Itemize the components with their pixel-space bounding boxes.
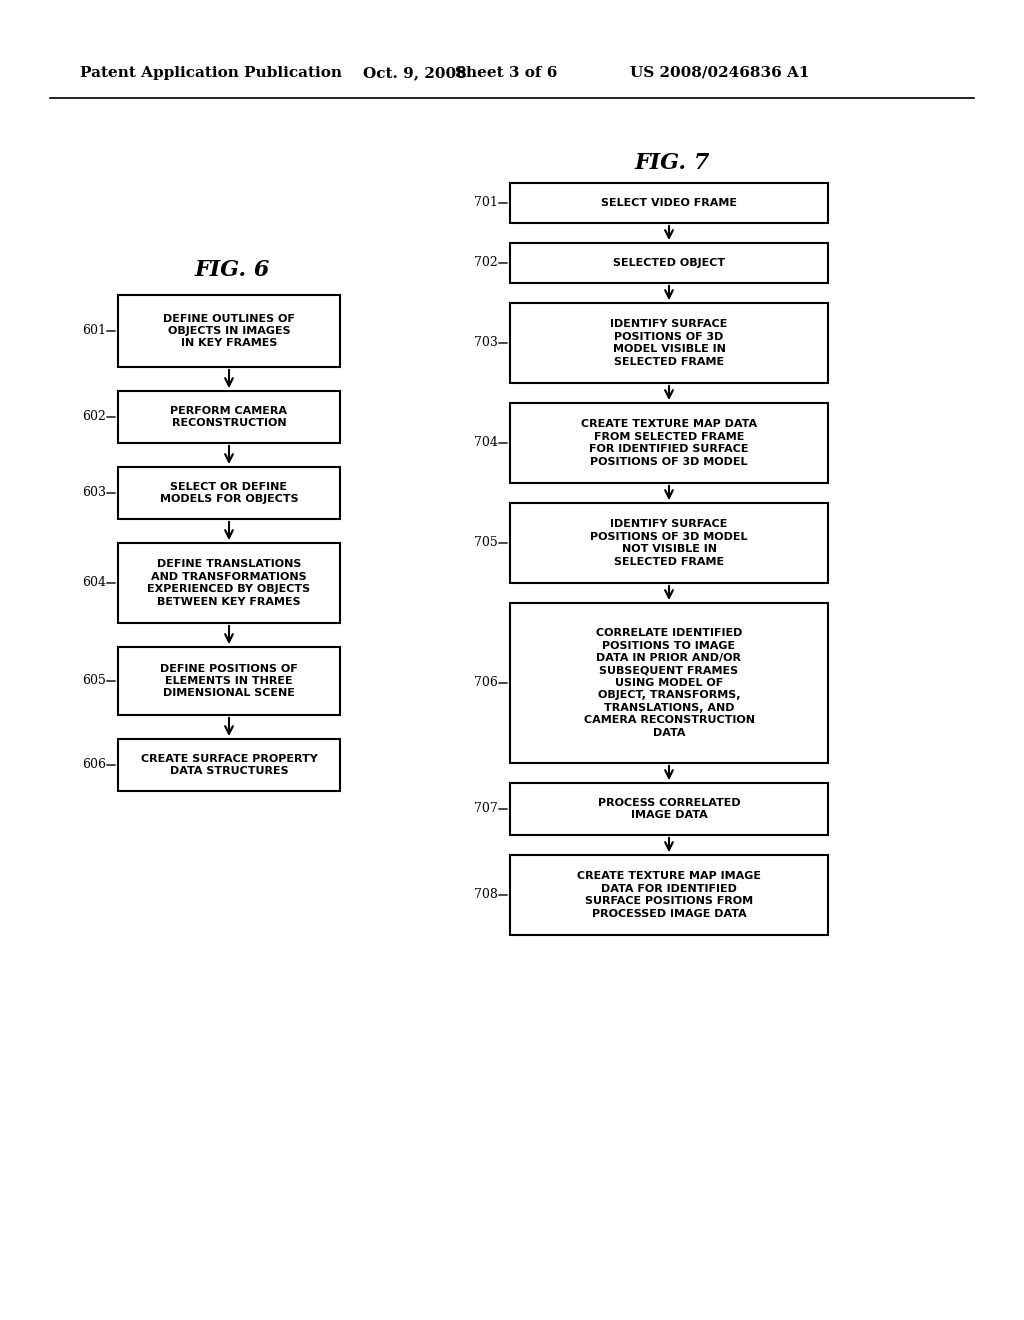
Text: CREATE SURFACE PROPERTY
DATA STRUCTURES: CREATE SURFACE PROPERTY DATA STRUCTURES — [140, 754, 317, 776]
Text: CORRELATE IDENTIFIED
POSITIONS TO IMAGE
DATA IN PRIOR AND/OR
SUBSEQUENT FRAMES
U: CORRELATE IDENTIFIED POSITIONS TO IMAGE … — [584, 628, 755, 738]
Text: PROCESS CORRELATED
IMAGE DATA: PROCESS CORRELATED IMAGE DATA — [598, 797, 740, 820]
Text: CREATE TEXTURE MAP IMAGE
DATA FOR IDENTIFIED
SURFACE POSITIONS FROM
PROCESSED IM: CREATE TEXTURE MAP IMAGE DATA FOR IDENTI… — [577, 871, 761, 919]
Text: CREATE TEXTURE MAP DATA
FROM SELECTED FRAME
FOR IDENTIFIED SURFACE
POSITIONS OF : CREATE TEXTURE MAP DATA FROM SELECTED FR… — [581, 420, 757, 466]
Text: 702: 702 — [474, 256, 498, 269]
FancyBboxPatch shape — [510, 855, 828, 935]
FancyBboxPatch shape — [118, 467, 340, 519]
Text: Patent Application Publication: Patent Application Publication — [80, 66, 342, 81]
Text: 606: 606 — [82, 759, 106, 771]
FancyBboxPatch shape — [118, 739, 340, 791]
Text: 601: 601 — [82, 325, 106, 338]
FancyBboxPatch shape — [118, 391, 340, 444]
FancyBboxPatch shape — [510, 503, 828, 583]
FancyBboxPatch shape — [510, 183, 828, 223]
Text: FIG. 6: FIG. 6 — [195, 259, 269, 281]
Text: 706: 706 — [474, 676, 498, 689]
Text: Oct. 9, 2008: Oct. 9, 2008 — [362, 66, 467, 81]
Text: 603: 603 — [82, 487, 106, 499]
Text: 708: 708 — [474, 888, 498, 902]
Text: Sheet 3 of 6: Sheet 3 of 6 — [455, 66, 557, 81]
FancyBboxPatch shape — [118, 647, 340, 715]
Text: DEFINE POSITIONS OF
ELEMENTS IN THREE
DIMENSIONAL SCENE: DEFINE POSITIONS OF ELEMENTS IN THREE DI… — [160, 664, 298, 698]
FancyBboxPatch shape — [510, 783, 828, 836]
Text: SELECT VIDEO FRAME: SELECT VIDEO FRAME — [601, 198, 737, 209]
Text: 704: 704 — [474, 437, 498, 450]
Text: SELECTED OBJECT: SELECTED OBJECT — [613, 257, 725, 268]
Text: 707: 707 — [474, 803, 498, 816]
FancyBboxPatch shape — [510, 243, 828, 282]
Text: 604: 604 — [82, 577, 106, 590]
FancyBboxPatch shape — [510, 403, 828, 483]
Text: IDENTIFY SURFACE
POSITIONS OF 3D MODEL
NOT VISIBLE IN
SELECTED FRAME: IDENTIFY SURFACE POSITIONS OF 3D MODEL N… — [590, 519, 748, 566]
Text: 602: 602 — [82, 411, 106, 424]
Text: DEFINE TRANSLATIONS
AND TRANSFORMATIONS
EXPERIENCED BY OBJECTS
BETWEEN KEY FRAME: DEFINE TRANSLATIONS AND TRANSFORMATIONS … — [147, 560, 310, 607]
Text: DEFINE OUTLINES OF
OBJECTS IN IMAGES
IN KEY FRAMES: DEFINE OUTLINES OF OBJECTS IN IMAGES IN … — [163, 314, 295, 348]
Text: 701: 701 — [474, 197, 498, 210]
Text: US 2008/0246836 A1: US 2008/0246836 A1 — [630, 66, 810, 81]
FancyBboxPatch shape — [510, 603, 828, 763]
Text: 703: 703 — [474, 337, 498, 350]
Text: SELECT OR DEFINE
MODELS FOR OBJECTS: SELECT OR DEFINE MODELS FOR OBJECTS — [160, 482, 298, 504]
Text: FIG. 7: FIG. 7 — [634, 152, 710, 174]
Text: PERFORM CAMERA
RECONSTRUCTION: PERFORM CAMERA RECONSTRUCTION — [171, 405, 288, 428]
Text: 705: 705 — [474, 536, 498, 549]
Text: IDENTIFY SURFACE
POSITIONS OF 3D
MODEL VISIBLE IN
SELECTED FRAME: IDENTIFY SURFACE POSITIONS OF 3D MODEL V… — [610, 319, 728, 367]
Text: 605: 605 — [82, 675, 106, 688]
FancyBboxPatch shape — [510, 304, 828, 383]
FancyBboxPatch shape — [118, 543, 340, 623]
FancyBboxPatch shape — [118, 294, 340, 367]
